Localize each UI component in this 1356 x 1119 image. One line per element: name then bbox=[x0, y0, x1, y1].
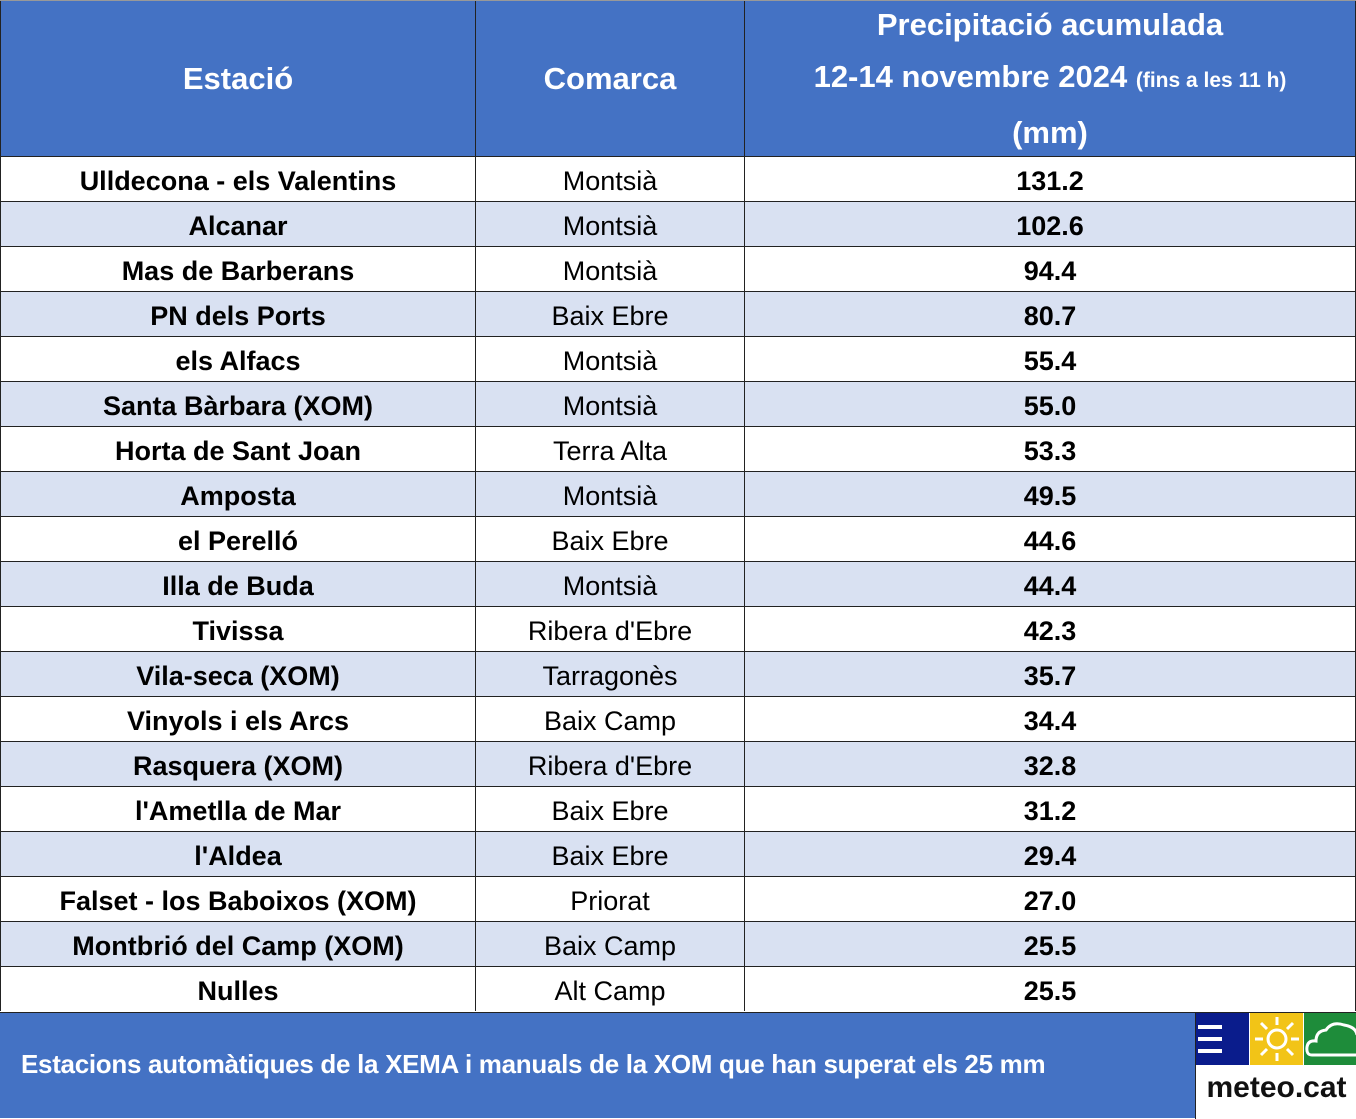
precipitation-cell: 34.4 bbox=[745, 697, 1356, 741]
precipitation-table: Estació Comarca Precipitació acumulada 1… bbox=[0, 0, 1356, 1011]
precipitation-cell: 31.2 bbox=[745, 787, 1356, 831]
table-row: Montbrió del Camp (XOM) Baix Camp 25.5 bbox=[0, 921, 1356, 966]
precipitation-cell: 27.0 bbox=[745, 877, 1356, 921]
precipitation-cell: 25.5 bbox=[745, 922, 1356, 966]
county-cell: Montsià bbox=[476, 202, 745, 246]
logo-wordmark: meteo.cat bbox=[1206, 1071, 1347, 1104]
table-row: Alcanar Montsià 102.6 bbox=[0, 201, 1356, 246]
precipitation-cell: 44.6 bbox=[745, 517, 1356, 561]
county-cell: Alt Camp bbox=[476, 967, 745, 1011]
header-precip-title: Precipitació acumulada bbox=[876, 6, 1224, 42]
station-cell: Falset - los Baboixos (XOM) bbox=[0, 877, 476, 921]
precipitation-cell: 44.4 bbox=[745, 562, 1356, 606]
precipitation-cell: 53.3 bbox=[745, 427, 1356, 471]
table-header: Estació Comarca Precipitació acumulada 1… bbox=[0, 0, 1356, 156]
table-body: Ulldecona - els Valentins Montsià 131.2 Alc… bbox=[0, 156, 1356, 1011]
county-cell: Montsià bbox=[476, 472, 745, 516]
county-cell: Baix Ebre bbox=[476, 292, 745, 336]
menu-lines-icon bbox=[1196, 1013, 1249, 1065]
county-cell: Montsià bbox=[476, 337, 745, 381]
header-precip-unit: (mm) bbox=[1012, 114, 1088, 150]
header-station: Estació bbox=[0, 1, 476, 156]
county-cell: Montsià bbox=[476, 157, 745, 201]
county-cell: Terra Alta bbox=[476, 427, 745, 471]
county-cell: Baix Ebre bbox=[476, 787, 745, 831]
table-row: Santa Bàrbara (XOM) Montsià 55.0 bbox=[0, 381, 1356, 426]
station-cell: Mas de Barberans bbox=[0, 247, 476, 291]
table-row: Amposta Montsià 49.5 bbox=[0, 471, 1356, 516]
county-cell: Baix Ebre bbox=[476, 517, 745, 561]
station-cell: Amposta bbox=[0, 472, 476, 516]
cloud-icon bbox=[1304, 1013, 1356, 1065]
county-cell: Montsià bbox=[476, 247, 745, 291]
county-cell: Tarragonès bbox=[476, 652, 745, 696]
station-cell: Vinyols i els Arcs bbox=[0, 697, 476, 741]
precipitation-cell: 35.7 bbox=[745, 652, 1356, 696]
table-row: Vila-seca (XOM) Tarragonès 35.7 bbox=[0, 651, 1356, 696]
table-row: l'Aldea Baix Ebre 29.4 bbox=[0, 831, 1356, 876]
station-cell: Rasquera (XOM) bbox=[0, 742, 476, 786]
station-cell: l'Ametlla de Mar bbox=[0, 787, 476, 831]
footer-caption: Estacions automàtiques de la XEMA i manu… bbox=[21, 1049, 1046, 1079]
footer: Estacions automàtiques de la XEMA i manu… bbox=[0, 1012, 1356, 1119]
table-row: Horta de Sant Joan Terra Alta 53.3 bbox=[0, 426, 1356, 471]
station-cell: Santa Bàrbara (XOM) bbox=[0, 382, 476, 426]
station-cell: Nulles bbox=[0, 967, 476, 1011]
table-row: Nulles Alt Camp 25.5 bbox=[0, 966, 1356, 1011]
county-cell: Baix Camp bbox=[476, 697, 745, 741]
precipitation-cell: 49.5 bbox=[745, 472, 1356, 516]
table-row: Vinyols i els Arcs Baix Camp 34.4 bbox=[0, 696, 1356, 741]
header-precip-note: (fins a les 11 h) bbox=[1135, 68, 1287, 92]
precipitation-cell: 55.4 bbox=[745, 337, 1356, 381]
county-cell: Montsià bbox=[476, 562, 745, 606]
station-cell: Ulldecona - els Valentins bbox=[0, 157, 476, 201]
county-cell: Priorat bbox=[476, 877, 745, 921]
precipitation-cell: 80.7 bbox=[745, 292, 1356, 336]
precipitation-cell: 94.4 bbox=[745, 247, 1356, 291]
station-cell: el Perelló bbox=[0, 517, 476, 561]
county-cell: Ribera d'Ebre bbox=[476, 607, 745, 651]
header-county: Comarca bbox=[476, 1, 745, 156]
precipitation-cell: 102.6 bbox=[745, 202, 1356, 246]
county-cell: Baix Ebre bbox=[476, 832, 745, 876]
precipitation-cell: 32.8 bbox=[745, 742, 1356, 786]
station-cell: Alcanar bbox=[0, 202, 476, 246]
precipitation-cell: 25.5 bbox=[745, 967, 1356, 1011]
sun-icon bbox=[1250, 1013, 1303, 1065]
station-cell: els Alfacs bbox=[0, 337, 476, 381]
station-cell: Montbrió del Camp (XOM) bbox=[0, 922, 476, 966]
table-row: Mas de Barberans Montsià 94.4 bbox=[0, 246, 1356, 291]
station-cell: PN dels Ports bbox=[0, 292, 476, 336]
station-cell: Horta de Sant Joan bbox=[0, 427, 476, 471]
header-precipitation: Precipitació acumulada 12-14 novembre 20… bbox=[745, 1, 1356, 156]
table-row: Tivissa Ribera d'Ebre 42.3 bbox=[0, 606, 1356, 651]
precipitation-cell: 55.0 bbox=[745, 382, 1356, 426]
table-row: els Alfacs Montsià 55.4 bbox=[0, 336, 1356, 381]
table-row: Ulldecona - els Valentins Montsià 131.2 bbox=[0, 156, 1356, 201]
station-cell: Tivissa bbox=[0, 607, 476, 651]
county-cell: Ribera d'Ebre bbox=[476, 742, 745, 786]
precipitation-cell: 131.2 bbox=[745, 157, 1356, 201]
precipitation-cell: 29.4 bbox=[745, 832, 1356, 876]
county-cell: Montsià bbox=[476, 382, 745, 426]
table-row: l'Ametlla de Mar Baix Ebre 31.2 bbox=[0, 786, 1356, 831]
station-cell: l'Aldea bbox=[0, 832, 476, 876]
station-cell: Illa de Buda bbox=[0, 562, 476, 606]
table-row: Illa de Buda Montsià 44.4 bbox=[0, 561, 1356, 606]
table-row: el Perelló Baix Ebre 44.6 bbox=[0, 516, 1356, 561]
header-precip-dates: 12-14 novembre 2024 (fins a les 11 h) bbox=[814, 51, 1287, 107]
station-cell: Vila-seca (XOM) bbox=[0, 652, 476, 696]
county-cell: Baix Camp bbox=[476, 922, 745, 966]
meteocat-logo: meteo.cat bbox=[1195, 1013, 1356, 1119]
table-row: Falset - los Baboixos (XOM) Priorat 27.0 bbox=[0, 876, 1356, 921]
table-row: Rasquera (XOM) Ribera d'Ebre 32.8 bbox=[0, 741, 1356, 786]
precipitation-cell: 42.3 bbox=[745, 607, 1356, 651]
header-precip-period: 12-14 novembre 2024 bbox=[813, 58, 1128, 94]
table-row: PN dels Ports Baix Ebre 80.7 bbox=[0, 291, 1356, 336]
